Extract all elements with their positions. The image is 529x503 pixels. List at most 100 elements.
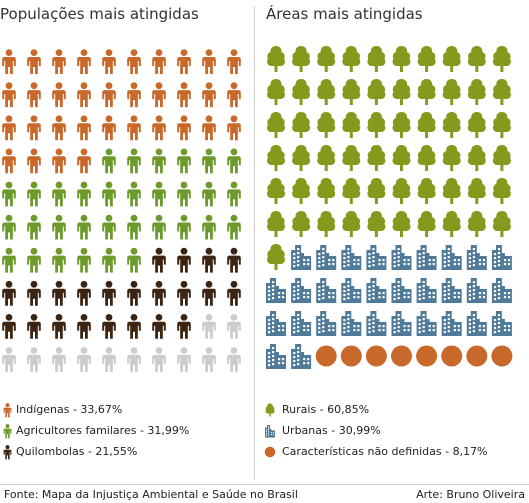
tree-mark <box>417 145 436 171</box>
tree-mark <box>442 145 461 171</box>
tree-mark <box>267 145 285 171</box>
tree-mark <box>392 178 411 204</box>
tree-mark <box>417 46 436 72</box>
building-mark <box>391 278 412 303</box>
tree-mark <box>392 46 411 72</box>
building-mark <box>291 344 312 369</box>
person-mark-series-1 <box>202 181 216 207</box>
person-mark-series-0 <box>27 148 41 174</box>
person-mark-series-1 <box>227 148 241 174</box>
person-mark-series-0 <box>52 82 66 108</box>
legend-label: Urbanas - 30,99% <box>282 424 381 437</box>
person-mark-series-1 <box>2 181 16 207</box>
person-mark-remainder <box>202 314 216 339</box>
tree-mark <box>367 178 386 204</box>
tree-mark <box>342 79 361 105</box>
person-mark-series-2 <box>152 247 166 273</box>
person-mark-series-1 <box>77 214 91 240</box>
person-mark-series-1 <box>177 148 191 174</box>
building-mark <box>416 278 437 303</box>
tree-mark <box>442 79 461 105</box>
person-mark-series-0 <box>52 49 66 74</box>
tree-mark <box>467 178 486 204</box>
person-mark-series-2 <box>77 314 91 339</box>
tree-mark <box>467 145 486 171</box>
person-mark-series-0 <box>77 82 91 108</box>
person-mark-series-0 <box>152 49 166 74</box>
person-mark-series-1 <box>77 181 91 207</box>
tree-mark <box>442 178 461 204</box>
person-mark-series-0 <box>102 115 116 141</box>
person-mark-series-1 <box>127 148 141 174</box>
tree-mark <box>417 211 436 237</box>
person-mark-series-0 <box>27 49 41 74</box>
person-mark-series-0 <box>227 82 241 108</box>
person-mark-series-1 <box>27 247 41 273</box>
building-mark <box>341 311 362 336</box>
person-mark-series-1 <box>52 214 66 240</box>
tree-mark <box>367 112 386 138</box>
tree-mark <box>292 112 311 138</box>
person-mark-series-0 <box>2 115 16 141</box>
building-mark <box>441 245 462 270</box>
circle-mark <box>391 345 412 367</box>
legend-label: Características não definidas - 8,17% <box>282 445 488 458</box>
tree-mark <box>392 79 411 105</box>
tree-mark <box>492 79 511 105</box>
tree-mark <box>267 46 285 72</box>
person-mark-series-2 <box>52 280 66 306</box>
tree-mark <box>267 79 285 105</box>
building-mark <box>491 245 512 270</box>
person-mark-series-0 <box>27 82 41 108</box>
person-mark-series-2 <box>102 280 116 306</box>
tree-mark <box>392 112 411 138</box>
person-mark-series-1 <box>102 148 116 174</box>
person-mark-series-1 <box>227 214 241 240</box>
person-mark-series-0 <box>152 82 166 108</box>
person-mark-remainder <box>227 314 241 339</box>
tree-mark <box>267 244 285 270</box>
building-mark <box>266 344 286 369</box>
person-mark-series-2 <box>177 247 191 273</box>
person-mark-series-0 <box>202 49 216 74</box>
person-mark-series-0 <box>202 115 216 141</box>
tree-mark <box>417 79 436 105</box>
person-mark-series-1 <box>152 148 166 174</box>
tree-mark <box>317 79 336 105</box>
tree-mark <box>367 46 386 72</box>
person-mark-series-1 <box>227 181 241 207</box>
circle-mark <box>491 345 513 367</box>
person-mark-series-2 <box>177 280 191 306</box>
person-mark-series-2 <box>152 314 166 339</box>
person-mark-series-1 <box>102 214 116 240</box>
person-mark-series-2 <box>2 314 16 339</box>
building-mark <box>291 311 312 336</box>
person-mark-series-1 <box>52 181 66 207</box>
person-mark-series-1 <box>27 214 41 240</box>
tree-mark <box>492 145 511 171</box>
person-mark-series-2 <box>202 247 216 273</box>
circle-mark <box>416 345 438 367</box>
building-mark <box>491 278 512 303</box>
building-mark <box>491 311 512 336</box>
person-mark-series-2 <box>102 314 116 339</box>
tree-mark <box>317 46 336 72</box>
person-mark-series-2 <box>177 314 191 339</box>
person-mark-series-1 <box>27 181 41 207</box>
person-mark-series-1 <box>2 247 16 273</box>
tree-mark <box>492 112 511 138</box>
tree-mark <box>467 112 486 138</box>
building-mark <box>366 311 387 336</box>
person-mark-series-1 <box>77 247 91 273</box>
person-mark-series-0 <box>202 82 216 108</box>
populations-title: Populações mais atingidas <box>0 5 199 23</box>
circle-mark <box>365 345 387 367</box>
tree-mark <box>442 112 461 138</box>
person-mark-series-1 <box>127 214 141 240</box>
person-mark-remainder <box>2 347 16 372</box>
tree-mark <box>492 178 511 204</box>
tree-mark <box>467 46 486 72</box>
source-note: Fonte: Mapa da Injustiça Ambiental e Saú… <box>4 488 298 501</box>
person-mark-series-2 <box>227 280 241 306</box>
person-mark-series-0 <box>152 115 166 141</box>
